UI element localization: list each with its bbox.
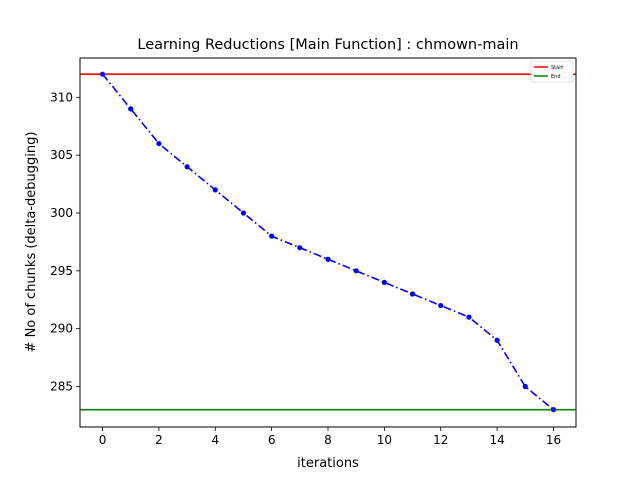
x-tick-label: 8 <box>324 433 332 447</box>
data-point <box>99 71 106 77</box>
x-tick-label: 6 <box>268 433 276 447</box>
x-tick-label: 2 <box>155 433 163 447</box>
series-line <box>101 73 554 411</box>
x-tick-label: 10 <box>377 433 392 447</box>
x-tick-label: 14 <box>489 433 504 447</box>
legend-label-end: End <box>551 74 561 80</box>
chart-title: Learning Reductions [Main Function] : ch… <box>137 37 518 53</box>
data-point <box>269 233 275 239</box>
data-point <box>240 210 247 216</box>
x-tick-label: 4 <box>211 433 219 447</box>
y-tick-label: 305 <box>50 148 73 162</box>
legend-label-start: Start <box>551 65 563 71</box>
data-point <box>409 291 416 297</box>
data-point <box>353 268 359 274</box>
x-axis-label: iterations <box>297 456 359 471</box>
data-point <box>522 383 528 390</box>
y-tick-label: 295 <box>50 264 73 278</box>
y-axis-label: # No of chunks (delta-debugging) <box>24 132 39 353</box>
legend: Start End <box>530 60 574 83</box>
x-tick-label: 12 <box>433 433 448 447</box>
data-point <box>325 256 331 262</box>
data-point <box>297 245 303 251</box>
data-point <box>438 302 444 309</box>
x-tick-label: 16 <box>546 433 561 447</box>
y-tick-label: 300 <box>50 206 73 220</box>
data-point <box>156 140 162 147</box>
data-point <box>494 337 500 343</box>
y-tick-label: 290 <box>50 322 73 336</box>
data-point <box>466 314 472 320</box>
axis-ticks: 0 2 4 6 8 10 12 14 16 285 290 295 300 305 310 <box>50 90 561 447</box>
data-point <box>212 187 218 193</box>
y-tick-label: 310 <box>50 90 73 104</box>
x-tick-label: 0 <box>99 433 107 447</box>
data-point <box>128 106 134 112</box>
data-point <box>550 407 557 413</box>
data-point <box>381 279 387 286</box>
data-point <box>184 164 190 170</box>
plot-area <box>80 71 576 413</box>
y-tick-label: 285 <box>50 380 73 394</box>
